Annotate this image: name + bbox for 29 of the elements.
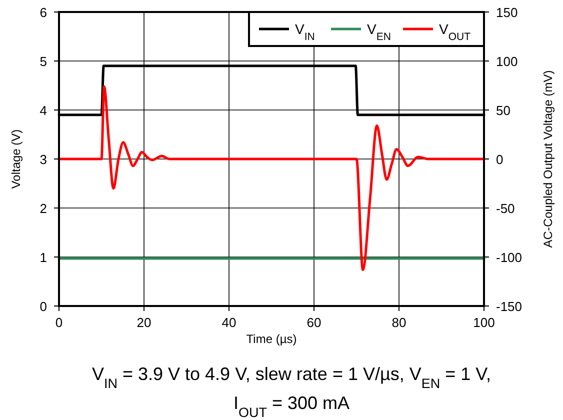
line-series [58, 85, 486, 271]
y-tick-label: 6 [40, 5, 47, 20]
y2-tick-label: 150 [496, 5, 518, 20]
y-tick-label: 2 [40, 201, 47, 216]
y2-tick-label: -100 [496, 250, 522, 265]
x-tick-label: 40 [222, 315, 236, 330]
x-tick-label: 0 [55, 315, 63, 330]
y-tick-label: 1 [40, 250, 47, 265]
text: I$_{OUT}$ = 300 mA [233, 393, 350, 420]
y2-tick-label: 50 [496, 103, 510, 118]
y-tick-label: 0 [40, 299, 47, 314]
legend-label: V$_{EN}$ [367, 21, 391, 43]
x-tick-label: 60 [306, 315, 322, 330]
legend-label: V$_{OUT}$ [439, 21, 472, 43]
text: V$_{IN}$ = 3.9 V to 4.9 V, slew rate = 1 V/µs, V$_{EN}$ = 1 V, [92, 364, 492, 390]
legend-label: V$_{IN}$ [295, 21, 315, 43]
x-tick-label: 80 [392, 315, 406, 330]
y-tick-label: 3 [40, 152, 47, 167]
y-tick-label: 4 [40, 103, 47, 118]
x-tick-label: 100 [473, 315, 495, 330]
y2-axis-title: AC-Coupled Output Voltage (mV) [541, 70, 555, 248]
y2-tick-label: 0 [496, 152, 504, 167]
y2-tick-label: -150 [496, 299, 522, 314]
y2-tick-label: 100 [496, 54, 518, 69]
x-tick-label: 20 [136, 315, 152, 330]
y-axis-title: Voltage (V) [9, 129, 23, 189]
y2-tick-label: -50 [496, 201, 515, 216]
x-axis-title: Time (µs) [246, 332, 297, 346]
y-tick-label: 5 [40, 54, 47, 69]
